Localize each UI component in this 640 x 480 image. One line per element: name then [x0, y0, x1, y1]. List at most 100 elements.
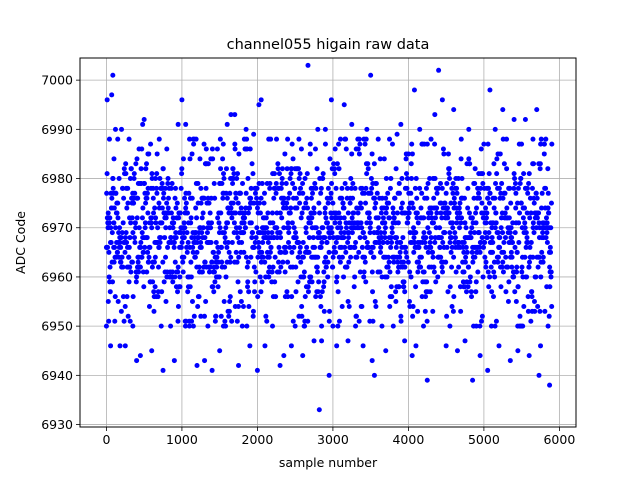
data-point [548, 225, 554, 231]
data-point [270, 264, 276, 270]
data-point [105, 299, 111, 305]
data-point [264, 225, 270, 231]
data-point [533, 190, 539, 196]
data-point [539, 249, 545, 255]
data-point [410, 205, 416, 211]
data-point [228, 112, 234, 118]
data-point [189, 299, 195, 305]
data-point [355, 146, 361, 152]
data-point [404, 171, 410, 177]
data-point [132, 235, 138, 241]
data-point [221, 176, 227, 182]
data-point [540, 259, 546, 265]
data-point [451, 195, 457, 201]
data-point [311, 205, 317, 211]
data-point [433, 215, 439, 221]
data-point [218, 313, 224, 319]
data-point [481, 141, 487, 147]
data-point [140, 121, 146, 127]
data-point [546, 210, 552, 216]
data-point [404, 254, 410, 260]
data-point [288, 166, 294, 172]
data-point [202, 235, 208, 241]
data-point [297, 200, 303, 206]
data-point [447, 323, 453, 329]
data-point [248, 195, 254, 201]
data-point [450, 190, 456, 196]
data-point [404, 185, 410, 191]
data-point [156, 264, 162, 270]
data-point [130, 323, 136, 329]
data-point [446, 171, 452, 177]
data-point [538, 205, 544, 211]
data-point [139, 215, 145, 221]
data-point [446, 210, 452, 216]
data-point [271, 171, 277, 177]
data-point [439, 215, 445, 221]
data-point [516, 161, 522, 167]
data-point [132, 240, 138, 245]
chart-title: channel055 higain raw data [227, 37, 430, 53]
data-point [473, 205, 479, 211]
data-point [310, 235, 316, 241]
data-point [131, 200, 137, 206]
data-point [430, 254, 436, 260]
data-point [467, 279, 473, 285]
data-point [344, 264, 350, 270]
data-point [226, 313, 232, 319]
data-point [413, 284, 419, 290]
x-tick-label: 3000 [317, 432, 349, 447]
data-point [356, 249, 362, 255]
data-point [418, 264, 424, 270]
data-points [103, 62, 555, 413]
data-point [521, 171, 527, 177]
data-point [345, 240, 351, 245]
data-point [501, 249, 507, 255]
data-point [226, 308, 232, 314]
data-point [175, 264, 181, 270]
data-point [511, 117, 517, 122]
data-point [149, 176, 155, 182]
data-point [165, 195, 171, 201]
data-point [107, 215, 113, 221]
data-point [118, 244, 124, 250]
data-point [526, 180, 532, 186]
data-point [157, 240, 163, 245]
data-point [490, 294, 496, 300]
data-point [437, 244, 443, 250]
data-point [534, 107, 540, 113]
data-point [547, 244, 553, 250]
data-point [300, 353, 306, 359]
data-point [156, 244, 162, 250]
data-point [301, 205, 307, 211]
data-point [375, 215, 381, 221]
data-point [247, 205, 253, 211]
data-point [360, 230, 366, 236]
data-point [290, 156, 296, 162]
data-point [394, 131, 400, 137]
data-point [173, 185, 179, 191]
data-point [388, 244, 394, 250]
data-point [396, 284, 402, 290]
data-point [513, 190, 519, 196]
data-point [346, 259, 352, 265]
data-point [144, 235, 150, 241]
data-point [146, 259, 152, 265]
data-point [323, 254, 329, 260]
data-point [513, 299, 519, 305]
x-tick-label: 0 [102, 432, 110, 447]
data-point [106, 318, 112, 324]
data-point [387, 136, 393, 142]
data-point [475, 269, 481, 275]
data-point [423, 235, 429, 241]
data-point [406, 210, 412, 216]
data-point [525, 308, 531, 314]
data-point [492, 126, 498, 132]
data-point [179, 240, 185, 245]
data-point [119, 126, 125, 132]
data-point [370, 318, 376, 324]
data-point [508, 249, 514, 255]
data-point [126, 244, 132, 250]
data-point [318, 244, 324, 250]
data-point [312, 244, 318, 250]
